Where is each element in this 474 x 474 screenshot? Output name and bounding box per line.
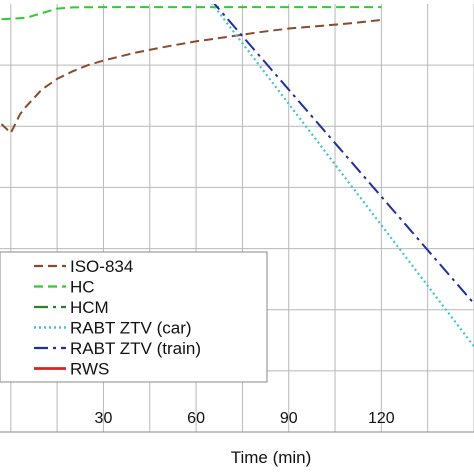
legend-label: HCM [70, 298, 109, 317]
legend-box [0, 251, 268, 383]
x-tick-label: 60 [187, 410, 205, 427]
x-tick-label: 90 [280, 410, 298, 427]
series-line-2 [1, 6, 382, 21]
x-tick-label: 30 [95, 410, 113, 427]
legend-label: RABT ZTV (train) [70, 339, 201, 358]
x-tick-labels: 30 60 90 120 [95, 410, 395, 427]
x-tick-label: 120 [368, 410, 395, 427]
legend-label: ISO-834 [70, 257, 133, 276]
legend-label: HC [70, 278, 95, 297]
plot-series [0, 4, 474, 348]
series-line-5 [213, 4, 474, 305]
series-line-1 [0, 18, 382, 134]
legend-label: RABT ZTV (car) [70, 319, 192, 338]
grid [0, 4, 474, 432]
x-axis-label: Time (min) [231, 448, 312, 467]
legend-label: RWS [70, 360, 109, 379]
